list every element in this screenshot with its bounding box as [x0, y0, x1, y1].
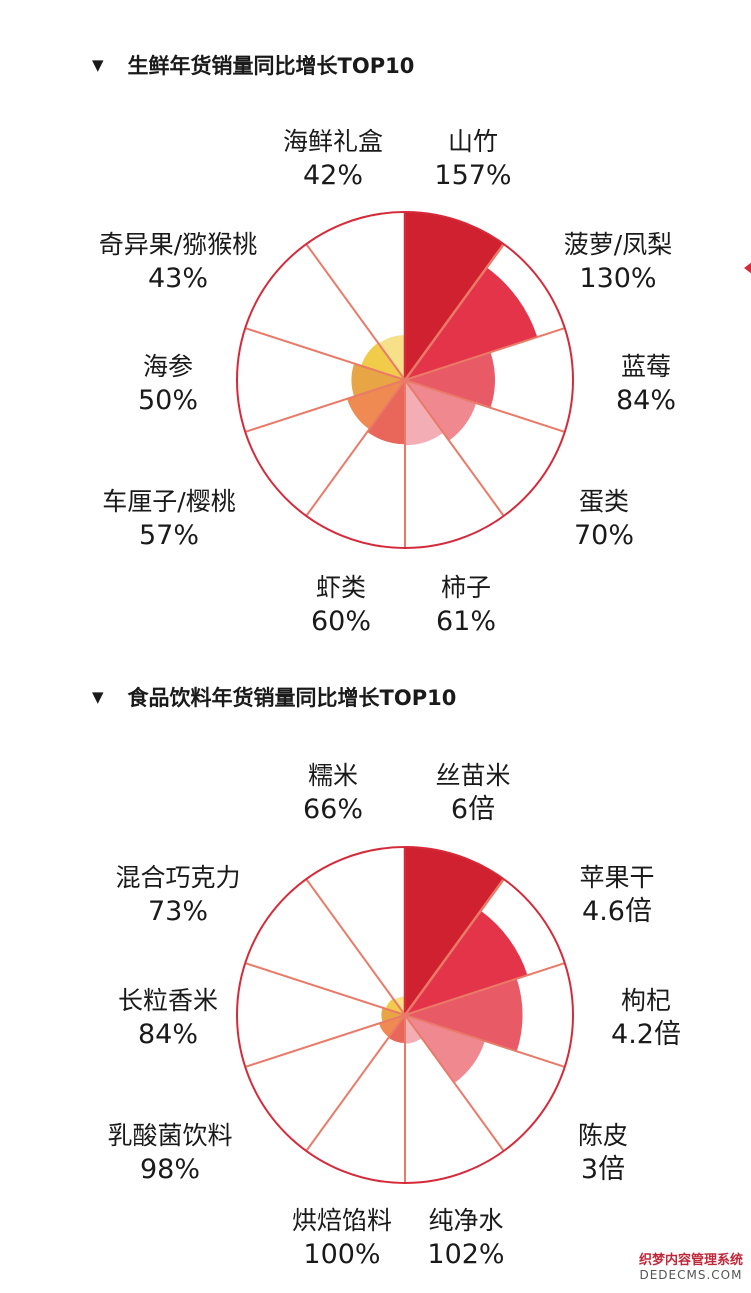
radial-line: [244, 962, 406, 1016]
value-label: 84%: [616, 385, 676, 416]
rose-petal: [405, 380, 444, 446]
section-title-text: 生鲜年货销量同比增长TOP10: [127, 54, 415, 78]
triangle-down-icon: ▼: [92, 56, 104, 74]
value-label: 4.6倍: [582, 896, 652, 927]
category-label: 苹果干: [579, 863, 654, 892]
value-label: 6倍: [451, 794, 495, 825]
radial-line: [305, 379, 406, 517]
rose-petal: [361, 342, 405, 380]
section-title-text: 食品饮料年货销量同比增长TOP10: [127, 686, 457, 710]
value-label: 84%: [138, 1019, 198, 1050]
section-title-food: ▼ 食品饮料年货销量同比增长TOP10: [92, 682, 456, 712]
category-label: 混合巧克力: [115, 863, 240, 892]
watermark-line2: DEDECMS.COM: [639, 1268, 743, 1283]
value-label: 100%: [303, 1239, 380, 1270]
radial-line: [404, 379, 505, 517]
rose-petal: [378, 1015, 405, 1038]
value-label: 42%: [303, 160, 363, 191]
radial-line: [305, 1014, 406, 1152]
radial-line: [244, 1014, 406, 1068]
value-label: 57%: [139, 520, 199, 551]
value-label: 157%: [434, 160, 511, 191]
category-label: 长粒香米: [118, 986, 218, 1015]
category-label: 奇异果/猕猴桃: [99, 230, 257, 259]
value-label: 73%: [148, 896, 208, 927]
category-label: 海鲜礼盒: [283, 127, 383, 156]
category-label: 山竹: [448, 127, 498, 156]
radial-line: [404, 1014, 505, 1152]
value-label: 3倍: [581, 1154, 625, 1185]
radial-line: [403, 243, 505, 381]
value-label: 70%: [574, 520, 634, 551]
rose-petal: [405, 910, 528, 1015]
rose-petal: [347, 380, 405, 430]
triangle-left-icon: [744, 262, 751, 274]
category-label: 枸杞: [621, 986, 671, 1015]
category-label: 蛋类: [579, 487, 629, 516]
rose-petal: [381, 1007, 405, 1023]
category-label: 蓝莓: [621, 352, 671, 381]
category-label: 烘焙馅料: [292, 1206, 392, 1235]
radial-line: [404, 1014, 566, 1068]
value-label: 61%: [436, 606, 496, 637]
outer-circle: [236, 211, 574, 549]
category-label: 纯净水: [428, 1206, 503, 1235]
radial-line: [305, 878, 406, 1016]
category-label: 车厘子/樱桃: [102, 487, 235, 516]
rose-petal: [405, 978, 523, 1052]
rose-petal: [405, 380, 477, 441]
radial-line: [404, 962, 566, 1016]
value-label: 98%: [140, 1154, 200, 1185]
triangle-down-icon: ▼: [92, 688, 104, 706]
outer-circle: [236, 846, 574, 1184]
value-label: 66%: [303, 794, 363, 825]
radial-line: [244, 379, 406, 433]
rose-chart-fresh: 山竹 157% 菠萝/凤梨 130% 蓝莓 84% 蛋类 70% 柿子 61% 虾类 60% 车厘子/樱…: [99, 127, 676, 637]
category-label: 丝苗米: [435, 761, 510, 790]
radial-line: [244, 327, 406, 381]
watermark: 织梦内容管理系统 DEDECMS.COM: [638, 1253, 743, 1283]
radial-line: [404, 379, 566, 433]
value-label: 43%: [148, 263, 208, 294]
category-label: 菠萝/凤梨: [564, 230, 672, 259]
rose-petal: [378, 335, 405, 380]
rose-petal: [405, 267, 538, 380]
rose-petal: [405, 1015, 485, 1083]
category-label: 糯米: [308, 761, 358, 790]
category-label: 海参: [143, 352, 193, 381]
watermark-line1: 织梦内容管理系统: [638, 1253, 743, 1269]
value-label: 130%: [579, 263, 656, 294]
rose-petal: [405, 847, 504, 1015]
category-label: 乳酸菌饮料: [107, 1121, 232, 1150]
value-label: 60%: [311, 606, 371, 637]
value-label: 50%: [138, 385, 198, 416]
category-label: 虾类: [316, 573, 366, 602]
radial-line: [305, 243, 406, 381]
category-label: 陈皮: [578, 1121, 628, 1150]
radial-line: [404, 327, 566, 381]
rose-petal: [405, 212, 504, 380]
rose-petal: [405, 352, 495, 408]
category-label: 柿子: [441, 573, 491, 602]
rose-petal: [367, 380, 405, 445]
radial-line: [403, 878, 505, 1016]
rose-petal: [351, 363, 405, 397]
rose-petal: [385, 998, 405, 1015]
value-label: 102%: [427, 1239, 504, 1270]
value-label: 4.2倍: [611, 1019, 681, 1050]
section-title-fresh: ▼ 生鲜年货销量同比增长TOP10: [92, 50, 414, 80]
